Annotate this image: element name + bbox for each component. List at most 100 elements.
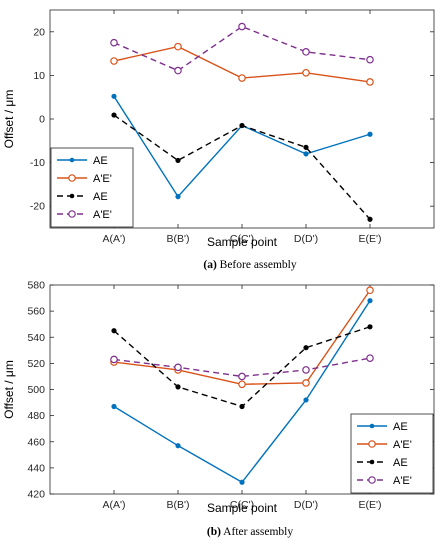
data-point xyxy=(238,22,246,31)
chart-a: -20 -10 0 10 20 A(A') B(B') C(C') D(D') E(E') Samp… xyxy=(2,9,435,271)
data-point xyxy=(367,298,373,304)
y-tick-label: 420 xyxy=(27,489,45,501)
y-tick-label: 580 xyxy=(27,280,45,292)
data-point xyxy=(238,372,246,381)
data-point xyxy=(111,112,117,118)
legend-swatch-marker xyxy=(368,476,376,484)
data-point xyxy=(303,144,309,150)
y-tick-label: 520 xyxy=(27,358,45,370)
legend-entry: AE xyxy=(393,421,408,433)
legend-swatch-marker xyxy=(68,210,76,218)
legend: AE A'E' AE A'E' xyxy=(350,413,434,494)
y-tick-label: 20 xyxy=(33,26,45,38)
series-4 xyxy=(110,354,374,381)
data-point xyxy=(303,397,309,403)
x-tick-label: D(D') xyxy=(294,499,318,511)
data-point xyxy=(174,363,182,372)
legend-swatch-marker xyxy=(69,157,75,163)
data-point xyxy=(239,479,245,485)
series-3 xyxy=(111,324,373,410)
legend-entry: A'E' xyxy=(93,173,112,185)
data-point xyxy=(302,379,310,387)
x-tick-label: B(B') xyxy=(166,233,189,245)
legend-entry: AE xyxy=(393,457,408,469)
legend-entry: AE xyxy=(93,191,108,203)
y-axis-label: Offset / μm xyxy=(2,90,16,149)
data-point xyxy=(111,328,117,334)
data-point xyxy=(175,384,181,390)
legend-swatch-marker xyxy=(369,423,375,429)
caption-text: Before assembly xyxy=(217,259,297,271)
legend-entry: A'E' xyxy=(93,209,112,221)
x-axis-label: Sample point xyxy=(207,501,278,515)
caption-label: (b) xyxy=(207,526,221,538)
x-tick-label: D(D') xyxy=(294,233,318,245)
legend: AE A'E' AE A'E' xyxy=(50,147,134,228)
data-point xyxy=(367,324,373,330)
data-point xyxy=(238,74,246,82)
x-tick-label: E(E') xyxy=(358,499,381,511)
data-point xyxy=(110,38,118,47)
data-point xyxy=(302,68,310,77)
series-line xyxy=(113,357,371,378)
data-point xyxy=(302,48,310,56)
y-tick-label: 460 xyxy=(27,436,45,448)
data-point xyxy=(239,122,245,129)
series-2 xyxy=(110,42,374,86)
data-point xyxy=(175,194,181,200)
caption-label: (a) xyxy=(203,259,217,271)
series-3 xyxy=(111,112,373,222)
x-axis-label: Sample point xyxy=(207,235,278,249)
y-tick-label: 440 xyxy=(27,462,45,474)
y-tick-label: -10 xyxy=(30,157,45,169)
chart-b: 420 440 460 480 500 520 540 560 580 A(A') B(B') C(C… xyxy=(2,280,435,538)
x-tick-label: B(B') xyxy=(166,499,189,511)
legend-entry: A'E' xyxy=(393,475,412,487)
x-tick-label: A(A') xyxy=(102,499,125,511)
y-tick-label: -20 xyxy=(30,201,45,213)
data-point xyxy=(366,55,374,64)
caption-text: After assembly xyxy=(221,526,293,538)
legend-box xyxy=(350,413,434,494)
data-point xyxy=(367,216,373,222)
data-point xyxy=(303,151,309,157)
y-tick-label: 480 xyxy=(27,410,45,422)
data-point xyxy=(174,42,182,51)
x-tick-label: C(C') xyxy=(230,499,254,511)
chart-caption: (b) After assembly xyxy=(207,526,293,538)
y-tick-label: 540 xyxy=(27,332,45,344)
data-point xyxy=(302,366,310,374)
y-tick-label: 560 xyxy=(27,306,45,318)
legend-swatch-marker xyxy=(69,193,75,199)
legend-entry: AE xyxy=(93,155,108,167)
y-tick-label: 0 xyxy=(39,114,45,126)
x-tick-label: C(C') xyxy=(230,233,254,245)
data-point xyxy=(366,286,374,295)
legend-box xyxy=(50,147,134,228)
data-point xyxy=(110,355,118,364)
data-point xyxy=(110,57,118,65)
data-point xyxy=(111,403,117,410)
x-tick-label: A(A') xyxy=(102,233,125,245)
chart-caption: (a) Before assembly xyxy=(203,259,297,271)
series-1 xyxy=(111,298,373,485)
data-point xyxy=(238,380,246,389)
data-point xyxy=(239,403,245,410)
data-point xyxy=(367,131,373,137)
y-tick-label: 500 xyxy=(27,384,45,396)
data-point xyxy=(111,93,117,99)
y-axis-label: Offset / μm xyxy=(2,360,16,419)
legend-swatch-marker xyxy=(369,459,375,465)
legend-swatch-marker xyxy=(368,440,376,448)
data-point xyxy=(175,157,181,164)
data-point xyxy=(366,354,374,362)
x-tick-label: E(E') xyxy=(358,233,381,245)
data-point xyxy=(174,66,182,75)
y-tick-label: 10 xyxy=(33,70,45,82)
series-4 xyxy=(110,22,374,75)
data-point xyxy=(303,345,309,351)
legend-swatch-marker xyxy=(68,174,76,182)
data-point xyxy=(366,78,374,86)
legend-entry: A'E' xyxy=(393,439,412,451)
